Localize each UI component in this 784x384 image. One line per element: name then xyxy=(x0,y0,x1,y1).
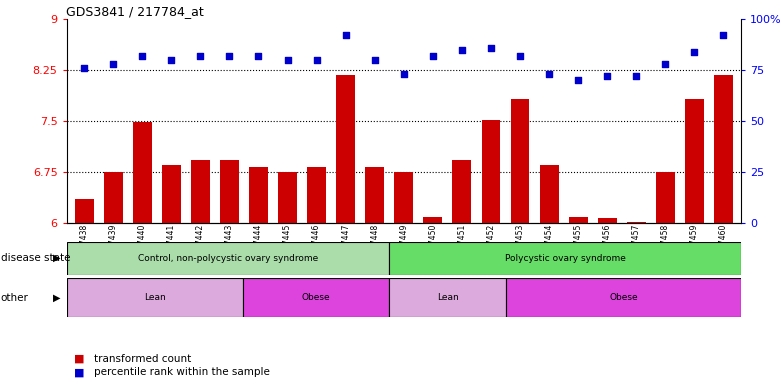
Bar xyxy=(249,167,268,223)
Text: percentile rank within the sample: percentile rank within the sample xyxy=(94,367,270,377)
Bar xyxy=(714,75,733,223)
Point xyxy=(136,53,148,59)
Point xyxy=(107,61,119,67)
Point xyxy=(223,53,236,59)
Bar xyxy=(365,167,384,223)
Point xyxy=(252,53,265,59)
Text: Obese: Obese xyxy=(302,293,330,302)
Text: transformed count: transformed count xyxy=(94,354,191,364)
Bar xyxy=(307,167,326,223)
Bar xyxy=(74,199,93,223)
Bar xyxy=(597,218,617,223)
Text: disease state: disease state xyxy=(1,253,71,263)
Bar xyxy=(510,99,529,223)
Text: Polycystic ovary syndrome: Polycystic ovary syndrome xyxy=(505,254,626,263)
Point xyxy=(572,77,584,83)
Text: other: other xyxy=(1,293,29,303)
Bar xyxy=(132,122,151,223)
Text: Control, non-polycystic ovary syndrome: Control, non-polycystic ovary syndrome xyxy=(138,254,318,263)
Bar xyxy=(685,99,704,223)
Point xyxy=(514,53,526,59)
Bar xyxy=(481,119,500,223)
Bar xyxy=(506,278,741,317)
Bar xyxy=(336,75,355,223)
Text: Lean: Lean xyxy=(437,293,459,302)
Bar xyxy=(389,278,506,317)
Bar xyxy=(568,217,587,223)
Point xyxy=(688,49,701,55)
Point xyxy=(397,71,410,77)
Bar xyxy=(539,165,558,223)
Bar xyxy=(627,222,646,223)
Text: ■: ■ xyxy=(74,354,85,364)
Point xyxy=(485,45,497,51)
Point xyxy=(543,71,555,77)
Bar xyxy=(67,242,389,275)
Text: GDS3841 / 217784_at: GDS3841 / 217784_at xyxy=(66,5,204,18)
Bar xyxy=(103,172,122,223)
Text: Lean: Lean xyxy=(143,293,165,302)
Point xyxy=(630,73,643,79)
Text: ▶: ▶ xyxy=(53,253,60,263)
Point xyxy=(310,57,323,63)
Point xyxy=(601,73,613,79)
Bar xyxy=(220,160,239,223)
Point xyxy=(368,57,381,63)
Bar xyxy=(452,160,471,223)
Point xyxy=(426,53,439,59)
Bar xyxy=(67,278,242,317)
Bar xyxy=(162,165,180,223)
Bar xyxy=(278,172,297,223)
Bar xyxy=(242,278,389,317)
Point xyxy=(194,53,207,59)
Text: ■: ■ xyxy=(74,367,85,377)
Bar xyxy=(191,160,210,223)
Point xyxy=(78,65,90,71)
Text: ▶: ▶ xyxy=(53,293,60,303)
Text: Obese: Obese xyxy=(609,293,638,302)
Point xyxy=(339,32,352,38)
Point xyxy=(456,47,468,53)
Bar xyxy=(423,217,442,223)
Point xyxy=(659,61,672,67)
Bar xyxy=(394,172,413,223)
Point xyxy=(281,57,294,63)
Point xyxy=(165,57,177,63)
Bar xyxy=(389,242,741,275)
Bar xyxy=(656,172,675,223)
Point xyxy=(717,32,730,38)
